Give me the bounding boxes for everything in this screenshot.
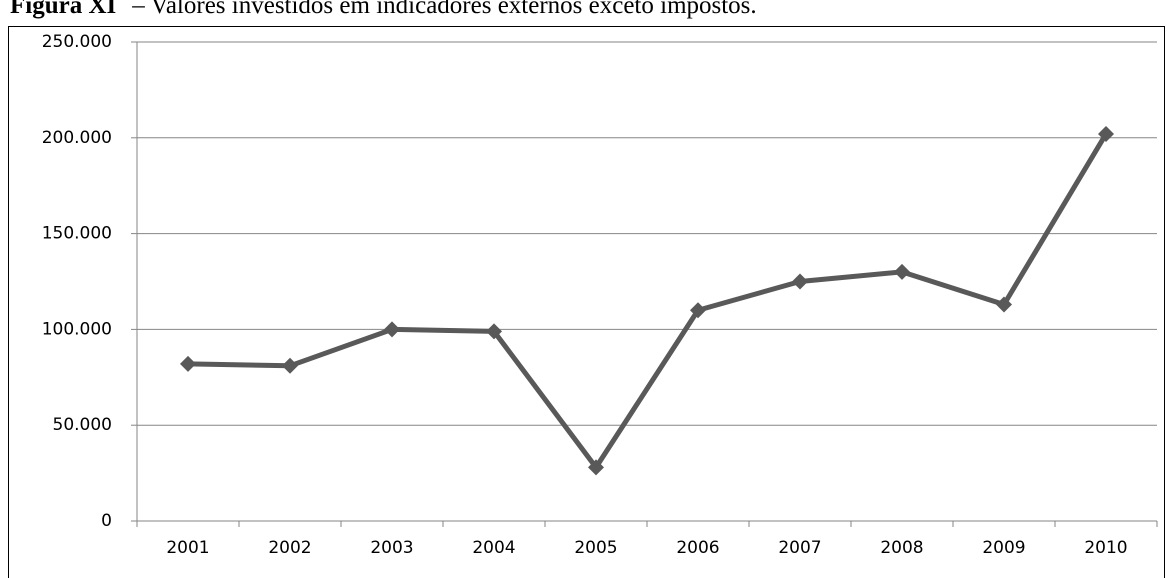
data-point bbox=[792, 273, 808, 290]
title-text: – Valores investidos em indicadores exte… bbox=[131, 0, 756, 19]
x-tick-label: 2003 bbox=[370, 538, 413, 558]
x-tick-label: 2002 bbox=[268, 538, 311, 558]
x-tick-label: 2001 bbox=[166, 538, 209, 558]
x-tick-label: 2006 bbox=[676, 538, 719, 558]
y-tick-label: 150.000 bbox=[42, 224, 112, 244]
data-point bbox=[384, 321, 400, 338]
data-point bbox=[486, 323, 502, 340]
data-point bbox=[690, 302, 706, 319]
y-tick-label: 50.000 bbox=[53, 415, 112, 435]
x-tick-label: 2008 bbox=[880, 538, 923, 558]
x-tick-label: 2009 bbox=[982, 538, 1025, 558]
y-tick-label: 250.000 bbox=[42, 32, 112, 52]
data-point bbox=[894, 263, 910, 280]
data-line bbox=[187, 132, 1109, 470]
data-point bbox=[180, 355, 196, 372]
chart-title: Figura XI – Valores investidos em indicad… bbox=[10, 0, 757, 19]
x-tick-label: 2007 bbox=[778, 538, 821, 558]
data-point bbox=[1098, 125, 1114, 142]
y-tick-label: 0 bbox=[101, 511, 112, 531]
x-tick-label: 2004 bbox=[472, 538, 515, 558]
title-label: Figura XI bbox=[10, 0, 116, 19]
y-tick-label: 200.000 bbox=[42, 128, 112, 148]
data-point bbox=[996, 296, 1012, 313]
chart-frame bbox=[8, 26, 1165, 578]
y-tick-label: 100.000 bbox=[42, 319, 112, 339]
data-point bbox=[588, 459, 604, 476]
data-point bbox=[282, 357, 298, 374]
x-tick-label: 2010 bbox=[1084, 538, 1127, 558]
x-tick-label: 2005 bbox=[574, 538, 617, 558]
